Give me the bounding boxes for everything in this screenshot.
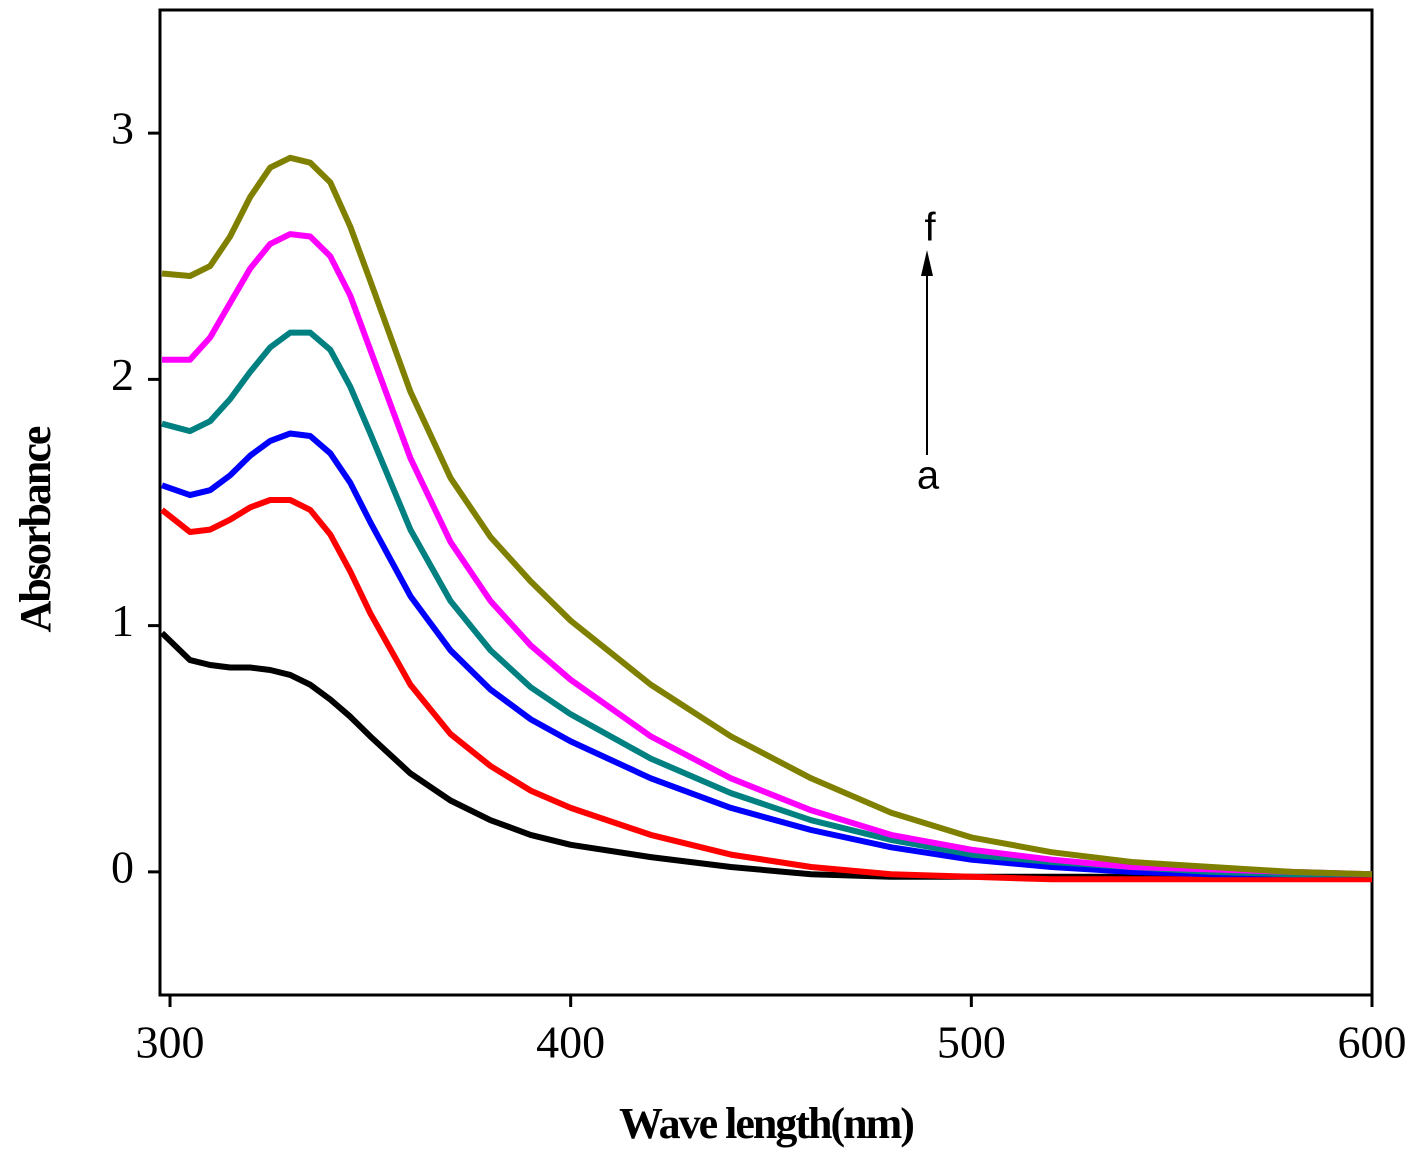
data-line [161, 154, 1373, 878]
y-tick-label: 1 [111, 595, 134, 646]
x-tick-label: 500 [937, 1017, 1006, 1068]
x-axis-label: Wave length(nm) [619, 1099, 913, 1148]
data-line [160, 497, 1372, 883]
data-line [162, 231, 1373, 878]
annotation: f [924, 206, 936, 250]
x-tick-label: 400 [536, 1017, 605, 1068]
data-line [161, 430, 1372, 878]
x-tick-label: 600 [1338, 1017, 1407, 1068]
annotation: a [917, 454, 940, 498]
arrow-head [921, 250, 933, 276]
x-tick-label: 300 [136, 1017, 205, 1068]
y-tick-label: 3 [111, 103, 134, 154]
y-axis-label: Absorbance [11, 426, 60, 632]
y-tick-label: 0 [111, 841, 134, 892]
plot-frame [158, 8, 1374, 997]
y-tick-label: 2 [111, 349, 134, 400]
